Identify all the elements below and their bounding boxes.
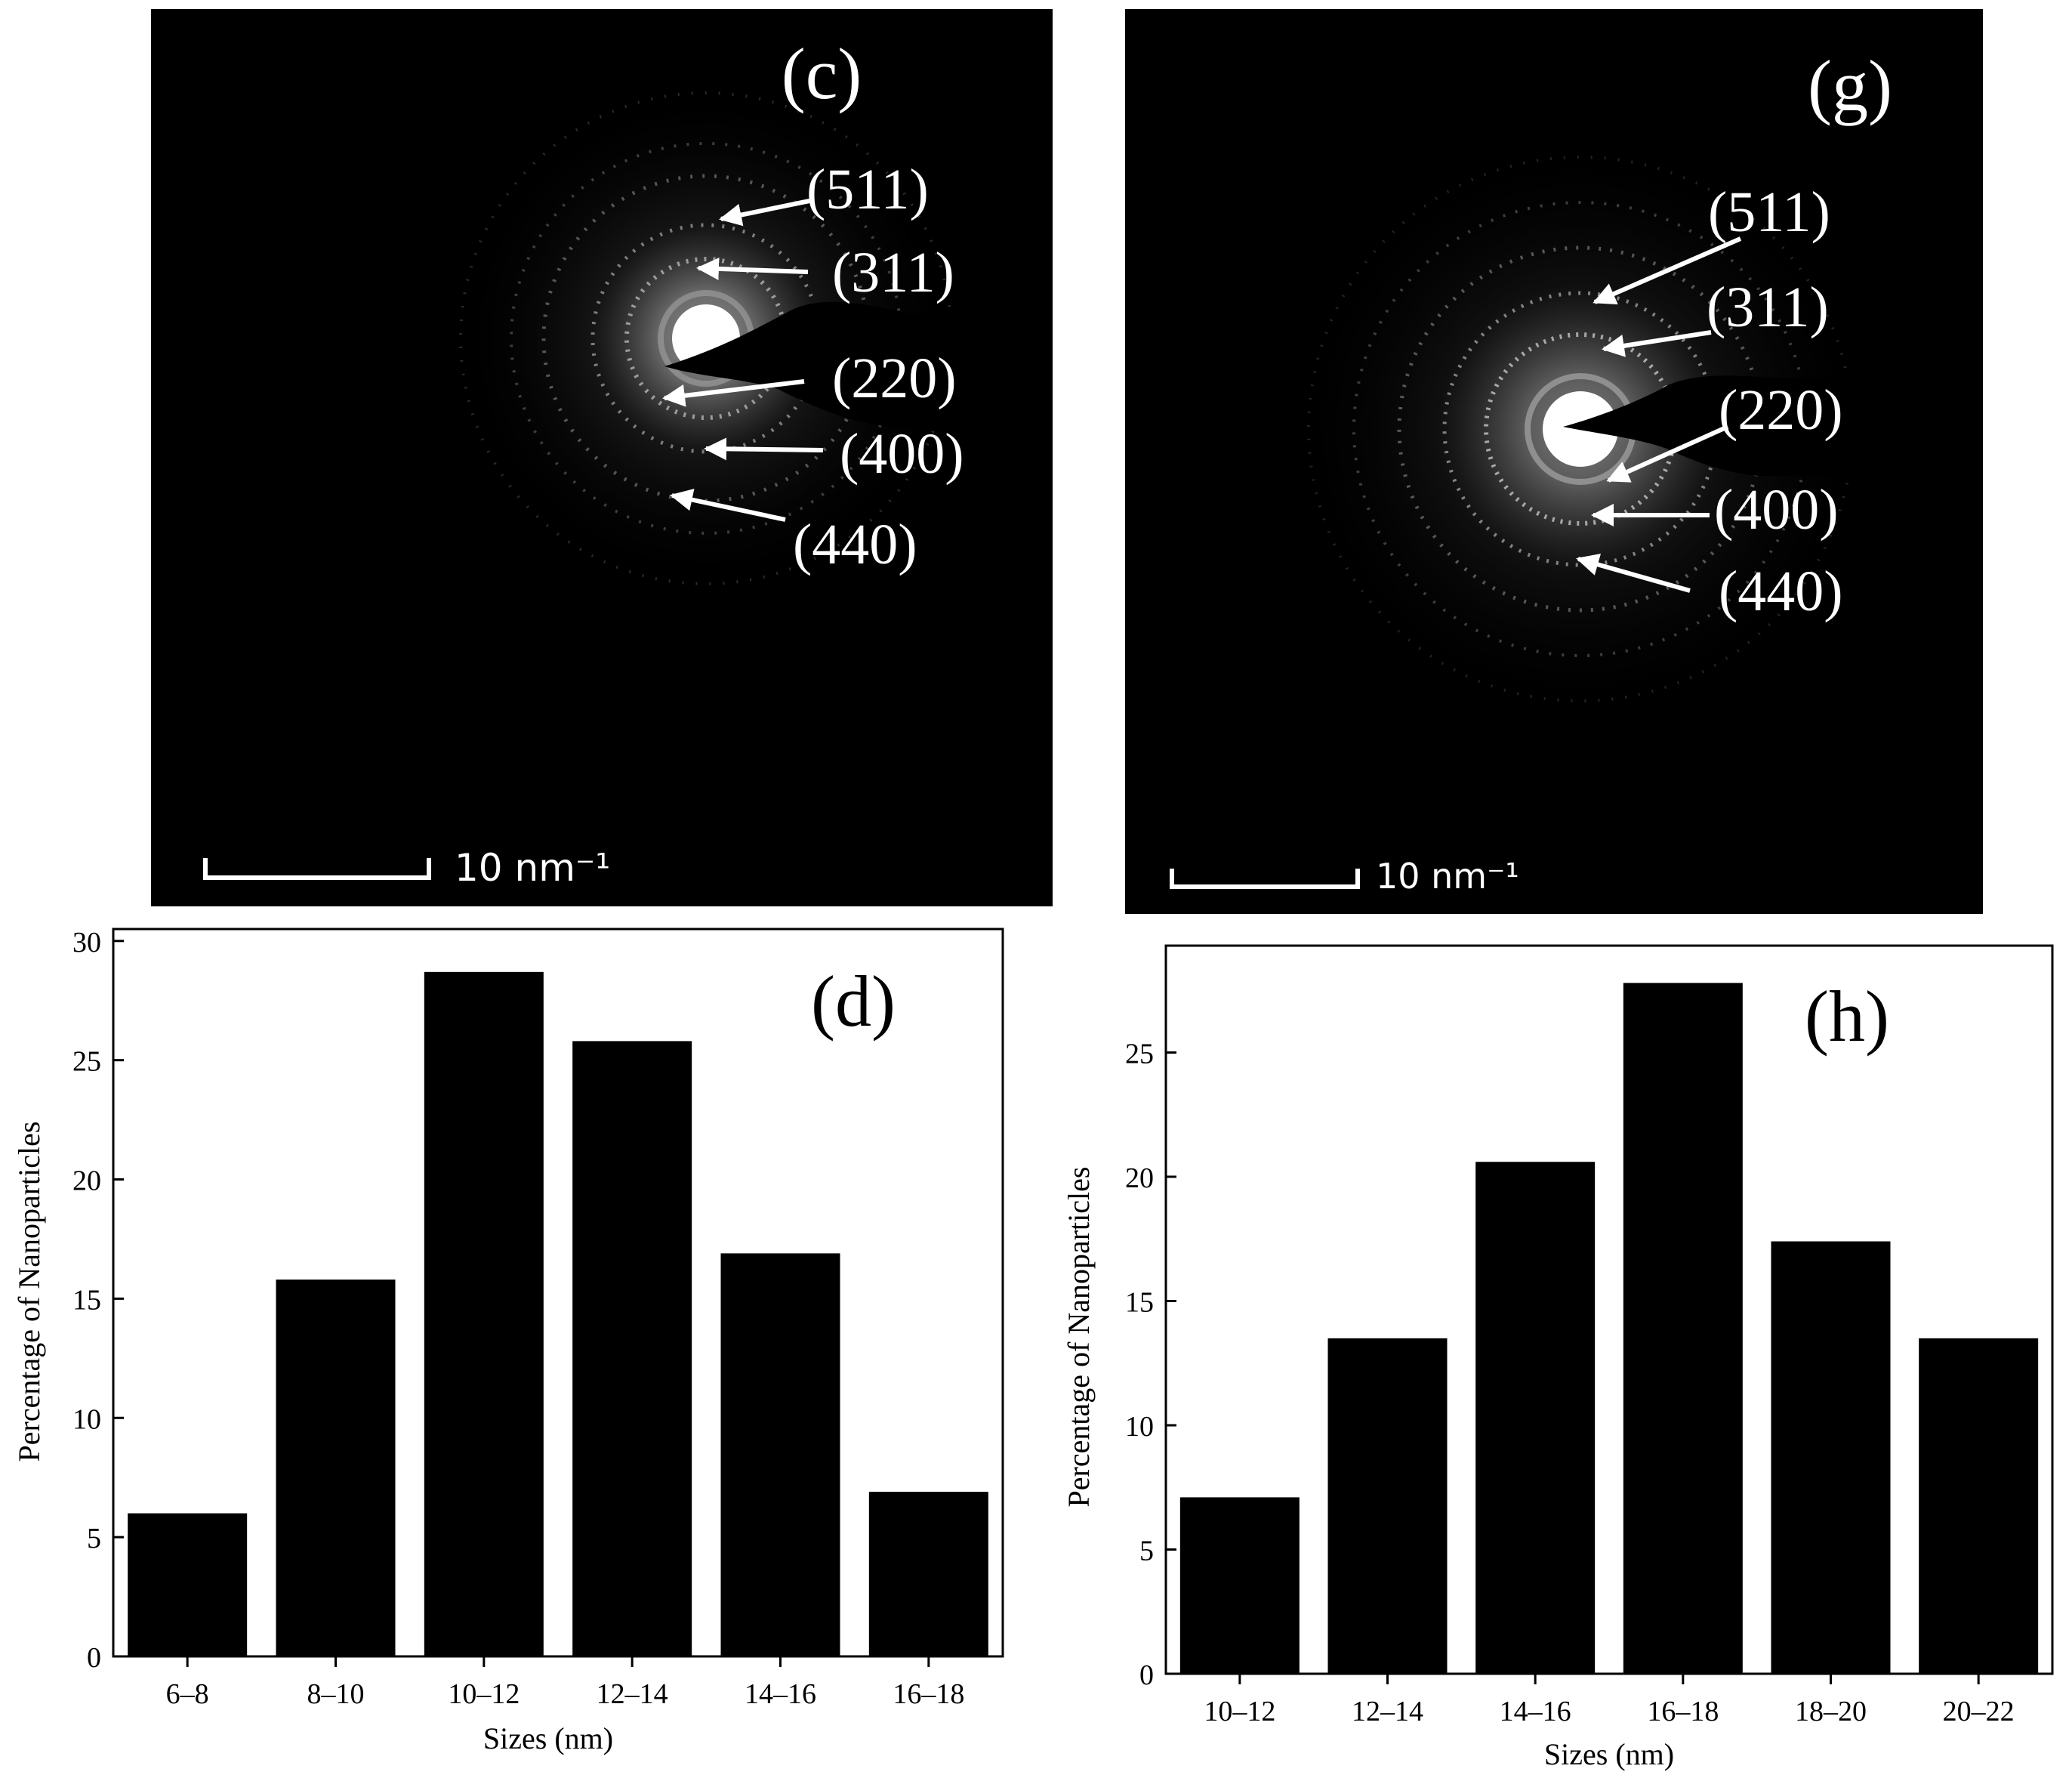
beam-stopper-g bbox=[1563, 375, 1983, 476]
panel-label-g: (g) bbox=[1808, 45, 1892, 126]
miller-index-label-c-400: (400) bbox=[840, 422, 964, 486]
chart-h: 0 5 10 15 20 25 10–12 12–14 14–16 16–18 18–20 20–2… bbox=[1062, 944, 2054, 1771]
panel-g: (g) (511) (311) (220) (400) (440) 10 nm⁻… bbox=[1125, 9, 1983, 914]
bar-h-1 bbox=[1179, 1497, 1300, 1674]
miller-index-label-g-220: (220) bbox=[1719, 378, 1843, 442]
x-tick-label-h: 12–14 bbox=[1352, 1696, 1423, 1727]
y-axis-label-d: Percentage of Nanoparticles bbox=[12, 1122, 46, 1462]
panel-label-d: (d) bbox=[811, 961, 896, 1042]
miller-index-label-g-511: (511) bbox=[1708, 181, 1830, 244]
arrow-c-220 bbox=[662, 379, 805, 407]
y-tick-label-h: 15 bbox=[1125, 1286, 1154, 1318]
diffraction-pattern-g bbox=[1293, 142, 1983, 716]
y-axis-d: 0 5 10 15 20 25 30 bbox=[72, 927, 124, 1674]
plot-frame-d bbox=[112, 928, 1004, 1658]
y-axis-label-h: Percentage of Nanoparticles bbox=[1062, 1167, 1096, 1508]
miller-index-label-c-511: (511) bbox=[806, 158, 929, 221]
y-tick-label-d: 20 bbox=[72, 1165, 101, 1197]
x-tick-label-d: 16–18 bbox=[893, 1678, 964, 1710]
bar-h-3 bbox=[1475, 1162, 1596, 1674]
bar-h-6 bbox=[1919, 1338, 2039, 1674]
y-tick-label-h: 25 bbox=[1125, 1038, 1154, 1070]
bars-h bbox=[1179, 983, 2039, 1674]
x-tick-label-d: 12–14 bbox=[597, 1678, 668, 1710]
x-tick-label-d: 14–16 bbox=[745, 1678, 816, 1710]
x-tick-label-d: 10–12 bbox=[448, 1678, 520, 1710]
panel-label-c: (c) bbox=[782, 33, 862, 114]
arrow-g-220 bbox=[1606, 424, 1729, 483]
y-tick-label-h: 5 bbox=[1139, 1535, 1154, 1567]
plot-frame-h bbox=[1164, 944, 2054, 1675]
bar-d-1 bbox=[128, 1513, 248, 1656]
x-axis-label-h: Sizes (nm) bbox=[1544, 1737, 1674, 1771]
scale-bar-label-c: 10 nm⁻¹ bbox=[455, 846, 610, 890]
arrow-g-511 bbox=[1593, 236, 1742, 304]
arrow-g-311 bbox=[1602, 330, 1712, 357]
x-tick-label-d: 6–8 bbox=[166, 1678, 209, 1710]
y-tick-label-h: 20 bbox=[1125, 1162, 1154, 1194]
miller-index-label-g-400: (400) bbox=[1714, 478, 1839, 542]
x-tick-label-h: 16–18 bbox=[1647, 1696, 1719, 1727]
bar-d-4 bbox=[572, 1041, 692, 1656]
arrow-c-511 bbox=[719, 199, 810, 227]
panel-c: (c) (511) (311) (220) (400) (440) 10 nm⁻… bbox=[151, 9, 1053, 906]
x-axis-h: 10–12 12–14 14–16 16–18 18–20 20–22 bbox=[1204, 1674, 2015, 1727]
y-tick-label-d: 30 bbox=[72, 927, 101, 958]
chart-d: 0 5 10 15 20 25 30 6–8 8–10 10–12 12–14 14–16 16–18… bbox=[12, 927, 1004, 1755]
scale-bar-label-g: 10 nm⁻¹ bbox=[1376, 856, 1519, 897]
x-axis-d: 6–8 8–10 10–12 12–14 14–16 16–18 bbox=[166, 1656, 964, 1710]
y-tick-label-d: 0 bbox=[87, 1642, 101, 1674]
y-tick-label-h: 0 bbox=[1139, 1659, 1154, 1691]
y-tick-label-d: 25 bbox=[72, 1046, 101, 1078]
bar-h-2 bbox=[1327, 1338, 1448, 1674]
y-axis-h: 0 5 10 15 20 25 bbox=[1125, 1038, 1176, 1691]
panel-label-h: (h) bbox=[1805, 976, 1889, 1057]
miller-index-label-g-311: (311) bbox=[1707, 276, 1829, 339]
miller-index-label-c-311: (311) bbox=[832, 241, 954, 304]
arrow-c-400 bbox=[704, 437, 824, 461]
x-axis-label-d: Sizes (nm) bbox=[483, 1721, 613, 1755]
miller-index-label-c-220: (220) bbox=[832, 347, 957, 410]
arrow-c-440 bbox=[670, 488, 786, 522]
y-tick-label-d: 10 bbox=[72, 1403, 101, 1435]
y-tick-label-d: 5 bbox=[87, 1523, 101, 1554]
y-tick-label-d: 15 bbox=[72, 1284, 101, 1316]
x-tick-label-h: 18–20 bbox=[1795, 1696, 1867, 1727]
miller-index-label-g-440: (440) bbox=[1719, 560, 1843, 623]
arrow-g-440 bbox=[1576, 553, 1691, 593]
x-tick-label-d: 8–10 bbox=[307, 1678, 365, 1710]
y-tick-label-h: 10 bbox=[1125, 1411, 1154, 1443]
bar-d-3 bbox=[424, 971, 544, 1656]
bar-d-2 bbox=[276, 1279, 396, 1656]
miller-index-label-c-440: (440) bbox=[793, 513, 917, 576]
x-tick-label-h: 10–12 bbox=[1204, 1696, 1275, 1727]
bar-h-5 bbox=[1771, 1241, 1891, 1674]
bars-d bbox=[128, 971, 988, 1656]
scale-bar-g bbox=[1170, 869, 1360, 889]
arrow-c-311 bbox=[696, 257, 809, 280]
diffraction-pattern-c bbox=[457, 89, 1053, 588]
beam-stopper-c bbox=[664, 301, 1053, 427]
x-tick-label-h: 20–22 bbox=[1943, 1696, 2015, 1727]
x-tick-label-h: 14–16 bbox=[1500, 1696, 1571, 1727]
bar-d-6 bbox=[868, 1492, 988, 1656]
scale-bar-c bbox=[203, 858, 431, 880]
bar-d-5 bbox=[720, 1253, 840, 1656]
bar-h-4 bbox=[1623, 983, 1743, 1674]
